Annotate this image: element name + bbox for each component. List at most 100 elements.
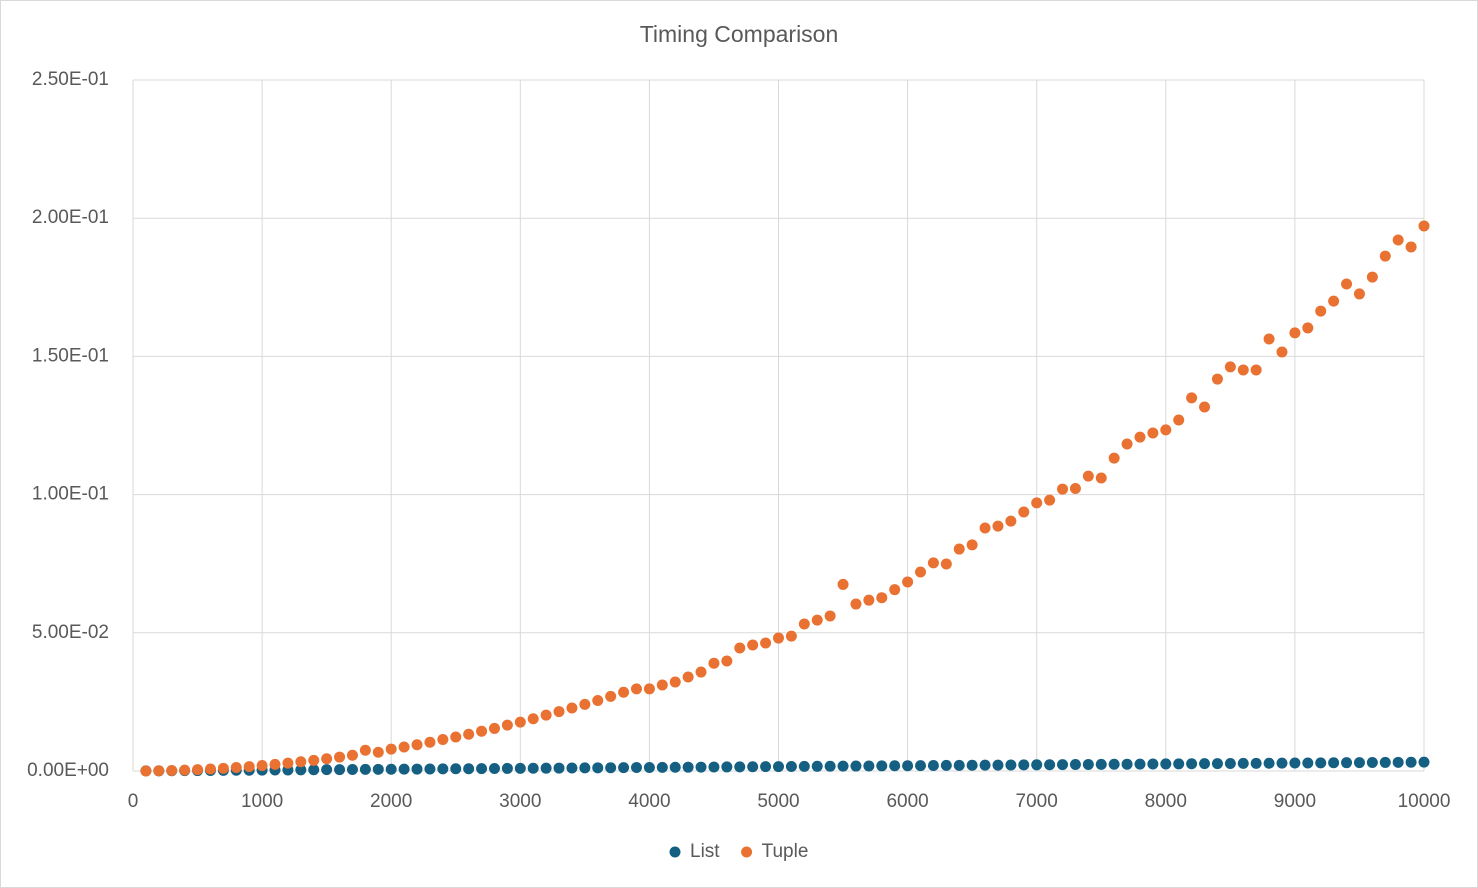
x-tick-label: 1000 bbox=[241, 791, 283, 812]
point bbox=[592, 762, 604, 774]
point bbox=[308, 754, 320, 766]
point bbox=[1392, 234, 1404, 246]
point bbox=[850, 760, 862, 772]
point bbox=[334, 751, 346, 763]
point bbox=[953, 543, 965, 555]
point bbox=[695, 666, 707, 678]
point bbox=[282, 757, 294, 769]
point bbox=[540, 709, 552, 721]
point bbox=[643, 761, 655, 773]
point bbox=[695, 761, 707, 773]
point bbox=[1379, 756, 1391, 768]
point bbox=[385, 743, 397, 755]
point bbox=[321, 753, 333, 765]
point bbox=[1366, 271, 1378, 283]
point bbox=[1057, 759, 1069, 771]
point bbox=[321, 764, 333, 776]
y-tick-label: 5.00E-02 bbox=[32, 622, 109, 643]
point bbox=[1186, 392, 1198, 404]
point bbox=[734, 642, 746, 654]
point bbox=[1250, 364, 1262, 376]
point bbox=[1095, 472, 1107, 484]
point bbox=[166, 765, 178, 777]
point bbox=[889, 760, 901, 772]
point bbox=[411, 739, 423, 751]
point bbox=[682, 761, 694, 773]
point bbox=[773, 761, 784, 773]
point bbox=[1121, 758, 1133, 770]
point bbox=[1289, 757, 1301, 769]
point bbox=[501, 762, 513, 774]
point bbox=[966, 539, 978, 551]
point bbox=[243, 761, 255, 773]
point bbox=[940, 759, 952, 771]
point bbox=[979, 759, 991, 771]
point bbox=[1263, 333, 1275, 345]
point bbox=[450, 763, 462, 775]
point bbox=[1160, 758, 1172, 770]
point bbox=[1263, 757, 1275, 769]
point bbox=[1302, 322, 1314, 334]
point bbox=[1276, 346, 1288, 358]
point bbox=[1353, 757, 1365, 769]
point bbox=[682, 671, 694, 683]
point bbox=[889, 584, 901, 596]
point bbox=[488, 763, 500, 775]
x-tick-label: 4000 bbox=[628, 791, 670, 812]
point bbox=[295, 756, 307, 768]
point bbox=[760, 637, 772, 649]
point bbox=[1341, 757, 1353, 769]
point bbox=[605, 762, 617, 774]
point bbox=[669, 761, 681, 773]
point bbox=[1173, 414, 1185, 426]
legend-marker bbox=[741, 846, 753, 858]
point bbox=[1108, 758, 1120, 770]
point bbox=[450, 731, 462, 743]
point bbox=[1418, 220, 1430, 232]
x-tick-label: 8000 bbox=[1145, 791, 1187, 812]
point bbox=[979, 522, 991, 534]
point bbox=[230, 762, 242, 774]
point bbox=[1173, 758, 1185, 770]
point bbox=[785, 760, 797, 772]
point bbox=[1250, 757, 1262, 769]
point bbox=[927, 760, 939, 772]
point bbox=[553, 762, 565, 774]
point bbox=[359, 763, 371, 775]
point bbox=[876, 592, 888, 604]
point bbox=[915, 566, 927, 578]
point bbox=[476, 763, 488, 775]
point bbox=[501, 719, 513, 731]
point bbox=[773, 632, 784, 644]
point bbox=[1095, 758, 1107, 770]
point bbox=[424, 736, 436, 748]
point bbox=[1392, 756, 1404, 768]
point bbox=[1031, 759, 1043, 771]
point bbox=[747, 639, 759, 651]
point bbox=[1082, 470, 1094, 482]
point bbox=[618, 686, 630, 698]
y-tick-label: 0.00E+00 bbox=[27, 760, 109, 781]
point bbox=[1289, 327, 1301, 339]
y-tick-label: 1.00E-01 bbox=[32, 484, 109, 505]
point bbox=[179, 764, 191, 776]
point bbox=[747, 761, 759, 773]
point bbox=[721, 655, 733, 667]
point bbox=[527, 762, 539, 774]
point bbox=[476, 725, 488, 737]
point bbox=[798, 760, 810, 772]
point bbox=[579, 762, 591, 774]
point bbox=[992, 520, 1004, 532]
point bbox=[372, 746, 384, 758]
point bbox=[940, 558, 952, 570]
point bbox=[1237, 757, 1249, 769]
point bbox=[643, 683, 655, 695]
point bbox=[424, 763, 436, 775]
point bbox=[1353, 288, 1365, 300]
point bbox=[1018, 506, 1030, 518]
legend-marker bbox=[669, 846, 681, 858]
point bbox=[837, 760, 849, 772]
x-tick-label: 3000 bbox=[499, 791, 541, 812]
point bbox=[437, 733, 449, 745]
